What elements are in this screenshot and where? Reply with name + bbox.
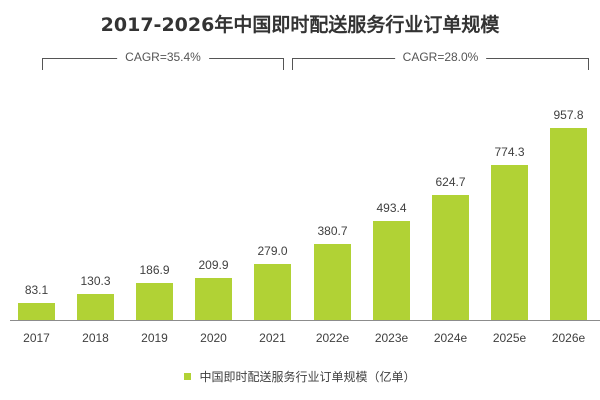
bar-2021	[254, 264, 291, 320]
bar-2020	[195, 278, 232, 320]
value-label: 380.7	[317, 224, 348, 238]
x-tick-label: 2022e	[315, 331, 350, 345]
x-tick-label: 2021	[259, 331, 286, 345]
x-tick-label: 2024e	[433, 331, 468, 345]
value-label: 186.9	[139, 263, 170, 277]
bar-2018	[77, 294, 114, 320]
x-tick-label: 2020	[200, 331, 227, 345]
value-label: 774.3	[494, 145, 525, 159]
value-label: 493.4	[376, 201, 407, 215]
x-tick-label: 2023e	[374, 331, 409, 345]
value-label: 957.8	[553, 108, 584, 122]
x-tick-label: 2018	[82, 331, 109, 345]
bar-2022e	[314, 244, 351, 320]
bar-2019	[136, 283, 173, 320]
value-label: 83.1	[24, 283, 49, 297]
bar-2017	[18, 303, 55, 320]
value-label: 624.7	[435, 175, 466, 189]
x-tick-label: 2026e	[551, 331, 586, 345]
cagr-bracket-historical: CAGR=35.4%	[42, 50, 284, 70]
cagr-label-historical: CAGR=35.4%	[117, 50, 209, 64]
cagr-label-forecast: CAGR=28.0%	[394, 50, 487, 64]
bar-2025e	[491, 165, 528, 320]
chart-legend: 中国即时配送服务行业订单规模（亿单）	[0, 368, 600, 385]
value-label: 130.3	[80, 274, 111, 288]
x-tick-label: 2019	[141, 331, 168, 345]
x-axis-line	[10, 320, 600, 321]
cagr-bracket-forecast: CAGR=28.0%	[292, 50, 589, 70]
value-label: 209.9	[198, 258, 229, 272]
x-tick-label: 2025e	[492, 331, 527, 345]
bar-2026e	[550, 128, 587, 320]
bar-2023e	[373, 221, 410, 320]
x-tick-label: 2017	[23, 331, 50, 345]
bar-2024e	[432, 195, 469, 320]
chart-title: 2017-2026年中国即时配送服务行业订单规模	[100, 14, 500, 36]
legend-label: 中国即时配送服务行业订单规模（亿单）	[199, 370, 416, 384]
legend-swatch-icon	[184, 373, 192, 380]
value-label: 279.0	[257, 244, 288, 258]
